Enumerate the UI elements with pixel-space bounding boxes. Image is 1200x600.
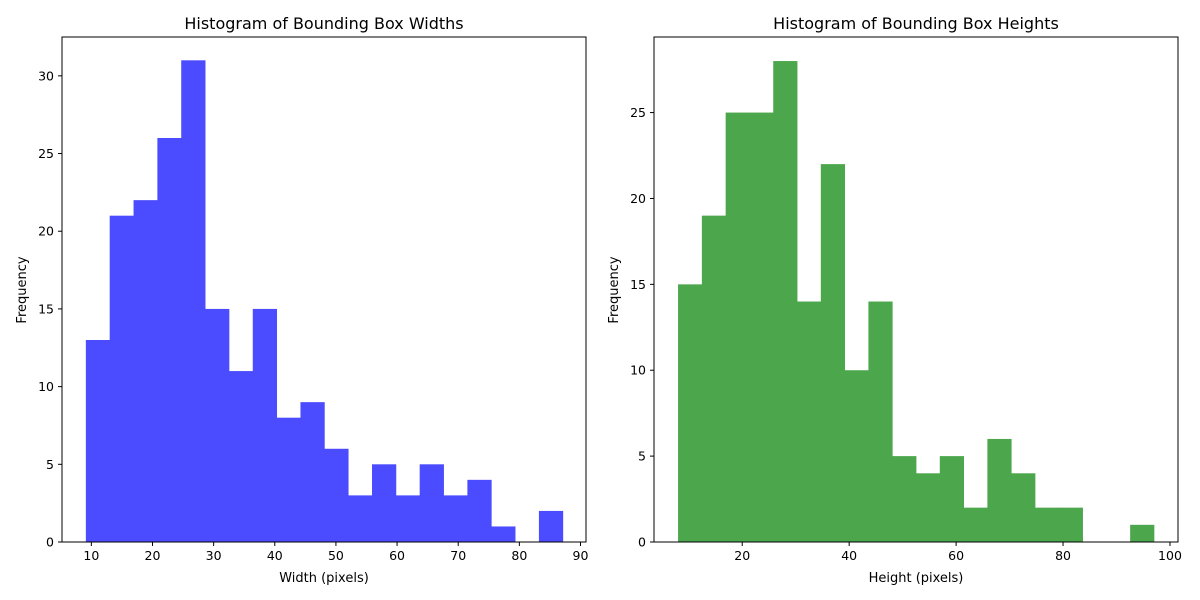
y-tick-label: 10 bbox=[38, 379, 54, 394]
y-axis-label: Frequency bbox=[15, 256, 30, 323]
histogram-bar bbox=[395, 495, 421, 542]
histogram-bar bbox=[773, 61, 798, 543]
histogram-bar bbox=[205, 308, 230, 542]
histogram-bar bbox=[133, 200, 158, 542]
histogram-bar bbox=[157, 138, 182, 542]
chart-heights: Histogram of Bounding Box Heights 20 40 60… bbox=[607, 14, 1182, 586]
histogram-bar bbox=[844, 370, 869, 542]
histogram-bar bbox=[443, 495, 468, 542]
x-tick-label: 50 bbox=[328, 548, 344, 563]
histogram-bar bbox=[916, 473, 941, 542]
histogram-bar bbox=[749, 112, 774, 542]
chart-title: Histogram of Bounding Box Widths bbox=[184, 14, 463, 33]
y-axis-label: Frequency bbox=[607, 256, 622, 323]
y-tick-label: 25 bbox=[38, 146, 54, 161]
x-tick-label: 80 bbox=[511, 548, 527, 563]
histogram-bar bbox=[467, 479, 492, 542]
x-tick-label: 80 bbox=[1055, 548, 1071, 563]
x-tick-label: 10 bbox=[83, 548, 99, 563]
x-tick-label: 100 bbox=[1158, 548, 1182, 563]
y-tick-label: 5 bbox=[46, 457, 54, 472]
histogram-bar bbox=[678, 284, 703, 542]
x-tick-label: 40 bbox=[267, 548, 283, 563]
histogram-bar bbox=[1130, 524, 1155, 542]
histogram-bar bbox=[1034, 507, 1060, 542]
histogram-bar bbox=[348, 495, 373, 542]
y-ticks: 0 5 10 15 20 25 bbox=[630, 105, 654, 550]
y-tick-label: 20 bbox=[630, 191, 646, 206]
histogram-bar bbox=[371, 464, 397, 542]
chart-title: Histogram of Bounding Box Heights bbox=[773, 14, 1059, 33]
x-axis-label: Width (pixels) bbox=[279, 571, 369, 586]
histogram-bar bbox=[868, 301, 893, 542]
histogram-bar bbox=[491, 526, 516, 542]
histogram-bar bbox=[419, 464, 444, 542]
chart-widths: Histogram of Bounding Box Widths 10 20 30 4… bbox=[15, 14, 588, 586]
x-tick-label: 60 bbox=[948, 548, 964, 563]
y-tick-label: 25 bbox=[630, 105, 646, 120]
y-tick-label: 0 bbox=[46, 535, 54, 550]
histogram-bar bbox=[538, 510, 564, 542]
x-tick-label: 90 bbox=[573, 548, 589, 563]
histogram-bar bbox=[892, 456, 917, 542]
histogram-bar bbox=[181, 60, 206, 543]
x-ticks: 10 20 30 40 50 60 70 80 90 bbox=[83, 542, 588, 563]
x-axis-label: Height (pixels) bbox=[869, 571, 964, 586]
plot-frame bbox=[653, 36, 1179, 543]
bars bbox=[678, 61, 1155, 543]
x-tick-label: 20 bbox=[734, 548, 750, 563]
histogram-bar bbox=[228, 371, 254, 542]
histogram-bar bbox=[276, 417, 301, 542]
histogram-bar bbox=[85, 340, 111, 542]
y-tick-label: 10 bbox=[630, 363, 646, 378]
x-tick-label: 30 bbox=[206, 548, 222, 563]
y-ticks: 0 5 10 15 20 25 30 bbox=[38, 68, 62, 550]
y-tick-label: 5 bbox=[638, 449, 646, 464]
histogram-bar bbox=[987, 438, 1012, 542]
x-tick-label: 70 bbox=[450, 548, 466, 563]
histogram-bar bbox=[324, 448, 349, 542]
x-ticks: 20 40 60 80 100 bbox=[734, 542, 1182, 563]
y-tick-label: 15 bbox=[630, 277, 646, 292]
y-tick-label: 30 bbox=[38, 68, 54, 83]
histogram-bar bbox=[725, 112, 750, 542]
histogram-bar bbox=[1058, 507, 1083, 542]
histogram-bar bbox=[252, 308, 278, 542]
histogram-bar bbox=[701, 215, 727, 542]
histogram-bar bbox=[300, 402, 325, 542]
x-tick-label: 40 bbox=[841, 548, 857, 563]
y-tick-label: 20 bbox=[38, 224, 54, 239]
x-tick-label: 60 bbox=[389, 548, 405, 563]
histogram-bar bbox=[1011, 473, 1036, 542]
histogram-bar bbox=[820, 164, 846, 543]
histogram-bar bbox=[963, 507, 988, 542]
y-tick-label: 0 bbox=[638, 535, 646, 550]
bars bbox=[85, 60, 564, 543]
y-tick-label: 15 bbox=[38, 301, 54, 316]
histogram-bar bbox=[109, 215, 134, 542]
plot-frame bbox=[61, 36, 587, 543]
histogram-bar bbox=[797, 301, 822, 542]
x-tick-label: 20 bbox=[145, 548, 161, 563]
histogram-bar bbox=[939, 456, 964, 542]
